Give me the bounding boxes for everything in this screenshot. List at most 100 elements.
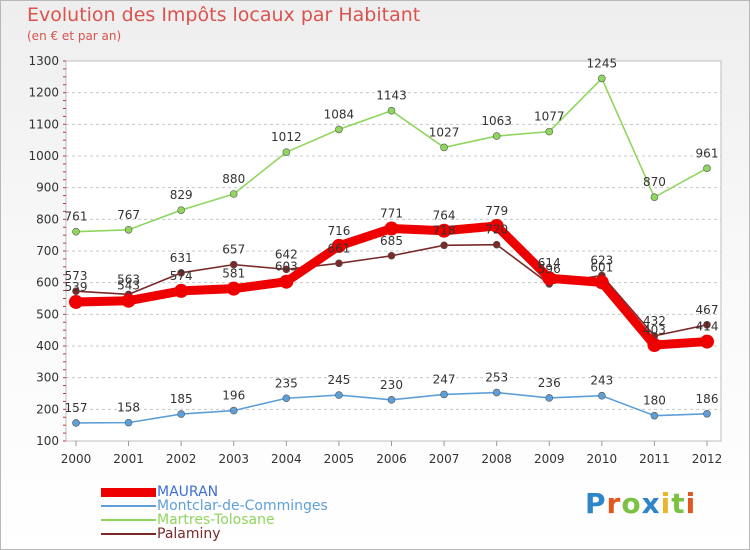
logo-letter: r xyxy=(606,487,622,520)
legend-swatch xyxy=(101,488,156,497)
data-label: 1084 xyxy=(324,107,355,121)
data-point xyxy=(440,143,448,152)
data-label: 243 xyxy=(590,374,613,388)
data-point xyxy=(121,293,136,308)
data-label: 761 xyxy=(65,210,88,224)
x-tick-label: 2006 xyxy=(376,452,407,466)
y-tick-label: 800 xyxy=(36,212,59,226)
data-label: 563 xyxy=(117,272,140,286)
y-tick-label: 600 xyxy=(36,276,59,290)
data-point xyxy=(440,241,448,250)
data-label: 245 xyxy=(327,373,350,387)
data-point xyxy=(229,190,238,198)
data-point xyxy=(598,74,606,83)
data-point xyxy=(440,390,448,399)
data-label: 581 xyxy=(222,267,245,281)
data-label: 720 xyxy=(485,223,508,237)
legend-label: Palaminy xyxy=(157,526,221,542)
x-tick-label: 2012 xyxy=(692,452,723,466)
data-label: 880 xyxy=(222,172,245,186)
data-point xyxy=(174,283,189,298)
y-tick-label: 200 xyxy=(36,402,59,416)
data-point xyxy=(335,125,343,134)
data-label: 779 xyxy=(485,204,508,218)
data-point xyxy=(335,259,343,268)
data-label: 1063 xyxy=(481,114,512,128)
data-label: 247 xyxy=(433,372,456,386)
data-label: 539 xyxy=(65,280,88,294)
data-label: 718 xyxy=(433,223,456,237)
data-label: 185 xyxy=(170,392,193,406)
y-tick-label: 1100 xyxy=(28,117,59,131)
logo-letter: x xyxy=(641,487,661,520)
data-label: 623 xyxy=(590,253,613,267)
data-label: 157 xyxy=(65,401,88,415)
data-point xyxy=(650,411,659,420)
data-point xyxy=(282,394,291,403)
y-tick-label: 1300 xyxy=(28,54,59,68)
data-point xyxy=(492,240,501,249)
data-point xyxy=(177,269,185,277)
data-point xyxy=(542,271,557,286)
data-point xyxy=(72,287,80,296)
data-label: 235 xyxy=(275,376,298,390)
data-point xyxy=(598,391,606,400)
chart-title: Evolution des Impôts locaux par Habitant xyxy=(27,4,421,26)
data-label: 467 xyxy=(696,303,719,317)
data-label: 1027 xyxy=(429,125,460,139)
data-point xyxy=(437,223,452,238)
logo-letter: i xyxy=(685,487,697,520)
x-tick-label: 2010 xyxy=(587,452,618,466)
y-tick-label: 700 xyxy=(36,244,59,258)
data-label: 196 xyxy=(222,389,245,403)
data-point xyxy=(177,410,185,418)
x-tick-label: 2011 xyxy=(639,452,670,466)
legend-swatch xyxy=(101,505,156,507)
data-point xyxy=(492,132,501,140)
data-point xyxy=(703,320,711,329)
data-point xyxy=(124,225,133,234)
data-point xyxy=(545,394,554,402)
data-point xyxy=(335,391,343,399)
data-label: 432 xyxy=(643,314,666,328)
x-tick-label: 2004 xyxy=(271,452,302,466)
y-tick-label: 900 xyxy=(36,181,59,195)
x-tick-label: 2002 xyxy=(166,452,197,466)
data-point xyxy=(387,251,396,260)
data-point xyxy=(387,106,396,115)
data-label: 716 xyxy=(327,224,350,238)
y-tick-label: 500 xyxy=(36,307,59,321)
data-point xyxy=(384,221,399,236)
data-label: 1143 xyxy=(376,89,407,103)
data-label: 657 xyxy=(222,243,245,257)
data-label: 414 xyxy=(696,320,719,334)
data-point xyxy=(229,406,238,415)
data-point xyxy=(279,274,294,289)
data-point xyxy=(229,260,238,269)
data-label: 1077 xyxy=(534,110,565,124)
x-tick-label: 2005 xyxy=(324,452,355,466)
logo-letter: o xyxy=(621,487,642,520)
data-label: 403 xyxy=(643,323,666,337)
x-tick-label: 2003 xyxy=(218,452,249,466)
x-tick-label: 2009 xyxy=(534,452,565,466)
logo-letter: P xyxy=(585,487,607,520)
data-label: 603 xyxy=(275,260,298,274)
data-label: 631 xyxy=(170,251,193,265)
data-label: 186 xyxy=(696,392,719,406)
data-point xyxy=(492,388,501,397)
data-label: 1245 xyxy=(587,56,618,70)
y-tick-label: 300 xyxy=(36,371,59,385)
data-label: 180 xyxy=(643,394,666,408)
data-point xyxy=(545,127,554,136)
data-point xyxy=(282,265,291,274)
data-label: 543 xyxy=(117,279,140,293)
data-label: 236 xyxy=(538,376,561,390)
data-label: 253 xyxy=(485,371,508,385)
data-point xyxy=(282,148,291,156)
legend-swatch xyxy=(101,533,156,535)
data-label: 685 xyxy=(380,234,403,248)
data-label: 158 xyxy=(117,401,140,415)
